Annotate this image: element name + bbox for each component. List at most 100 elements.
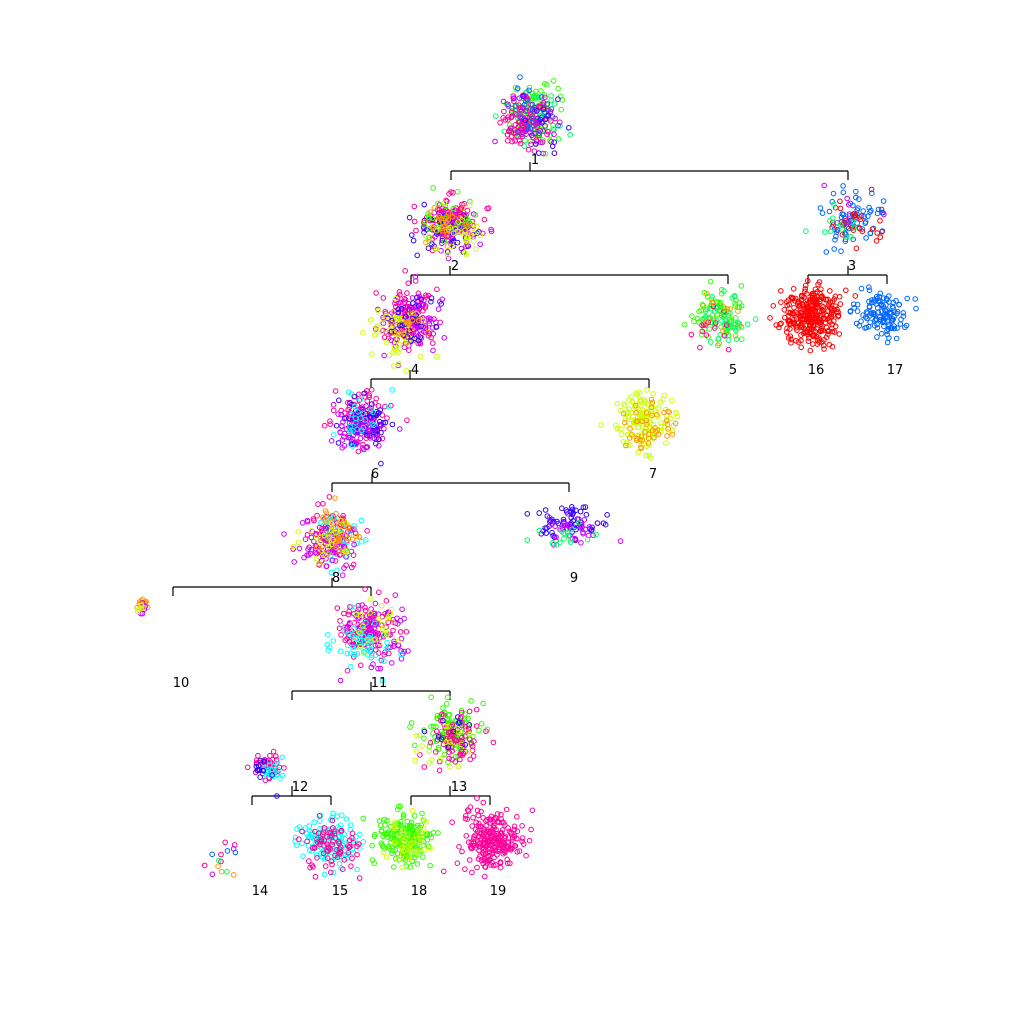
cluster-16	[768, 278, 858, 353]
point-pink	[307, 859, 312, 864]
node-label-14: 14	[252, 884, 269, 899]
point-green	[415, 862, 420, 867]
node-label-13: 13	[451, 780, 468, 795]
point-violet	[439, 248, 444, 253]
point-pink	[726, 347, 731, 352]
point-blue	[407, 215, 412, 220]
point-red	[828, 289, 833, 294]
point-violet	[529, 142, 534, 147]
point-green	[479, 722, 484, 727]
point-orange	[231, 873, 236, 878]
point-red	[788, 327, 793, 332]
point-violet	[331, 402, 336, 407]
point-pink	[303, 537, 308, 542]
node-label-15: 15	[332, 884, 349, 899]
point-yellow	[296, 540, 301, 545]
point-yellow	[384, 855, 389, 860]
point-pink	[498, 120, 503, 125]
point-azure	[913, 297, 918, 302]
point-spring	[568, 132, 573, 137]
point-pink	[524, 853, 529, 858]
point-blue	[258, 775, 263, 780]
point-azure	[868, 210, 873, 215]
point-azure	[841, 190, 846, 195]
point-red	[779, 300, 784, 305]
point-spring	[840, 227, 845, 232]
point-violet	[282, 532, 287, 537]
point-azure	[899, 317, 904, 322]
point-azure	[818, 206, 823, 211]
point-cyan	[335, 814, 340, 819]
cluster-13	[408, 695, 496, 773]
point-cyan	[318, 819, 323, 824]
point-violet	[582, 518, 587, 523]
point-spring	[562, 537, 567, 542]
point-azure	[824, 250, 829, 255]
point-green	[690, 314, 695, 319]
point-pink	[414, 228, 419, 233]
point-green	[422, 736, 427, 741]
point-azure	[898, 322, 903, 327]
point-spring	[828, 229, 833, 234]
point-yellow	[456, 764, 461, 769]
cluster-18	[361, 804, 440, 870]
point-blue	[411, 238, 416, 243]
node-label-19: 19	[490, 884, 507, 899]
point-green	[469, 699, 474, 704]
point-violet	[591, 533, 596, 538]
point-blue	[410, 233, 415, 238]
point-green	[481, 701, 486, 706]
point-pink	[482, 217, 487, 222]
cluster-2	[407, 186, 494, 261]
point-pink	[431, 341, 436, 346]
point-pink	[407, 348, 412, 353]
point-green	[421, 855, 426, 860]
point-pink	[397, 290, 402, 295]
point-cyan	[344, 817, 349, 822]
point-azure	[905, 296, 910, 301]
point-pink	[471, 815, 476, 820]
point-yellow	[387, 353, 392, 358]
point-spring	[804, 229, 809, 234]
point-red	[837, 332, 842, 337]
point-azure	[855, 221, 860, 226]
point-azure	[820, 211, 825, 216]
node-label-18: 18	[411, 884, 428, 899]
node-label-11: 11	[371, 676, 388, 691]
point-violet	[382, 353, 387, 358]
point-yellow	[439, 756, 444, 761]
cluster-4	[361, 269, 447, 374]
point-pink	[526, 147, 531, 152]
point-pink	[441, 869, 446, 874]
point-yellow	[427, 761, 432, 766]
point-cyan	[337, 861, 342, 866]
point-pink	[470, 870, 475, 875]
point-azure	[518, 75, 523, 80]
point-blue	[415, 253, 420, 258]
point-yellow	[474, 247, 479, 252]
node-label-17: 17	[887, 363, 904, 378]
point-azure	[867, 288, 872, 293]
point-pink	[268, 753, 273, 758]
point-red	[791, 287, 796, 292]
point-pink	[338, 619, 343, 624]
point-yellow	[314, 556, 319, 561]
point-violet	[618, 539, 623, 544]
point-yellow	[414, 733, 419, 738]
point-green	[408, 725, 413, 730]
point-pink	[510, 139, 515, 144]
point-spring	[734, 337, 739, 342]
point-cyan	[280, 755, 285, 760]
point-violet	[390, 661, 395, 666]
point-azure	[839, 249, 844, 254]
point-pink	[445, 238, 450, 243]
point-red	[838, 199, 843, 204]
point-pink	[316, 502, 321, 507]
point-pink	[350, 856, 355, 861]
point-pink	[435, 287, 440, 292]
node-label-12: 12	[292, 780, 309, 795]
node-label-6: 6	[371, 467, 379, 482]
point-yellow	[448, 765, 453, 770]
point-pink	[263, 778, 268, 783]
point-violet	[410, 296, 415, 301]
